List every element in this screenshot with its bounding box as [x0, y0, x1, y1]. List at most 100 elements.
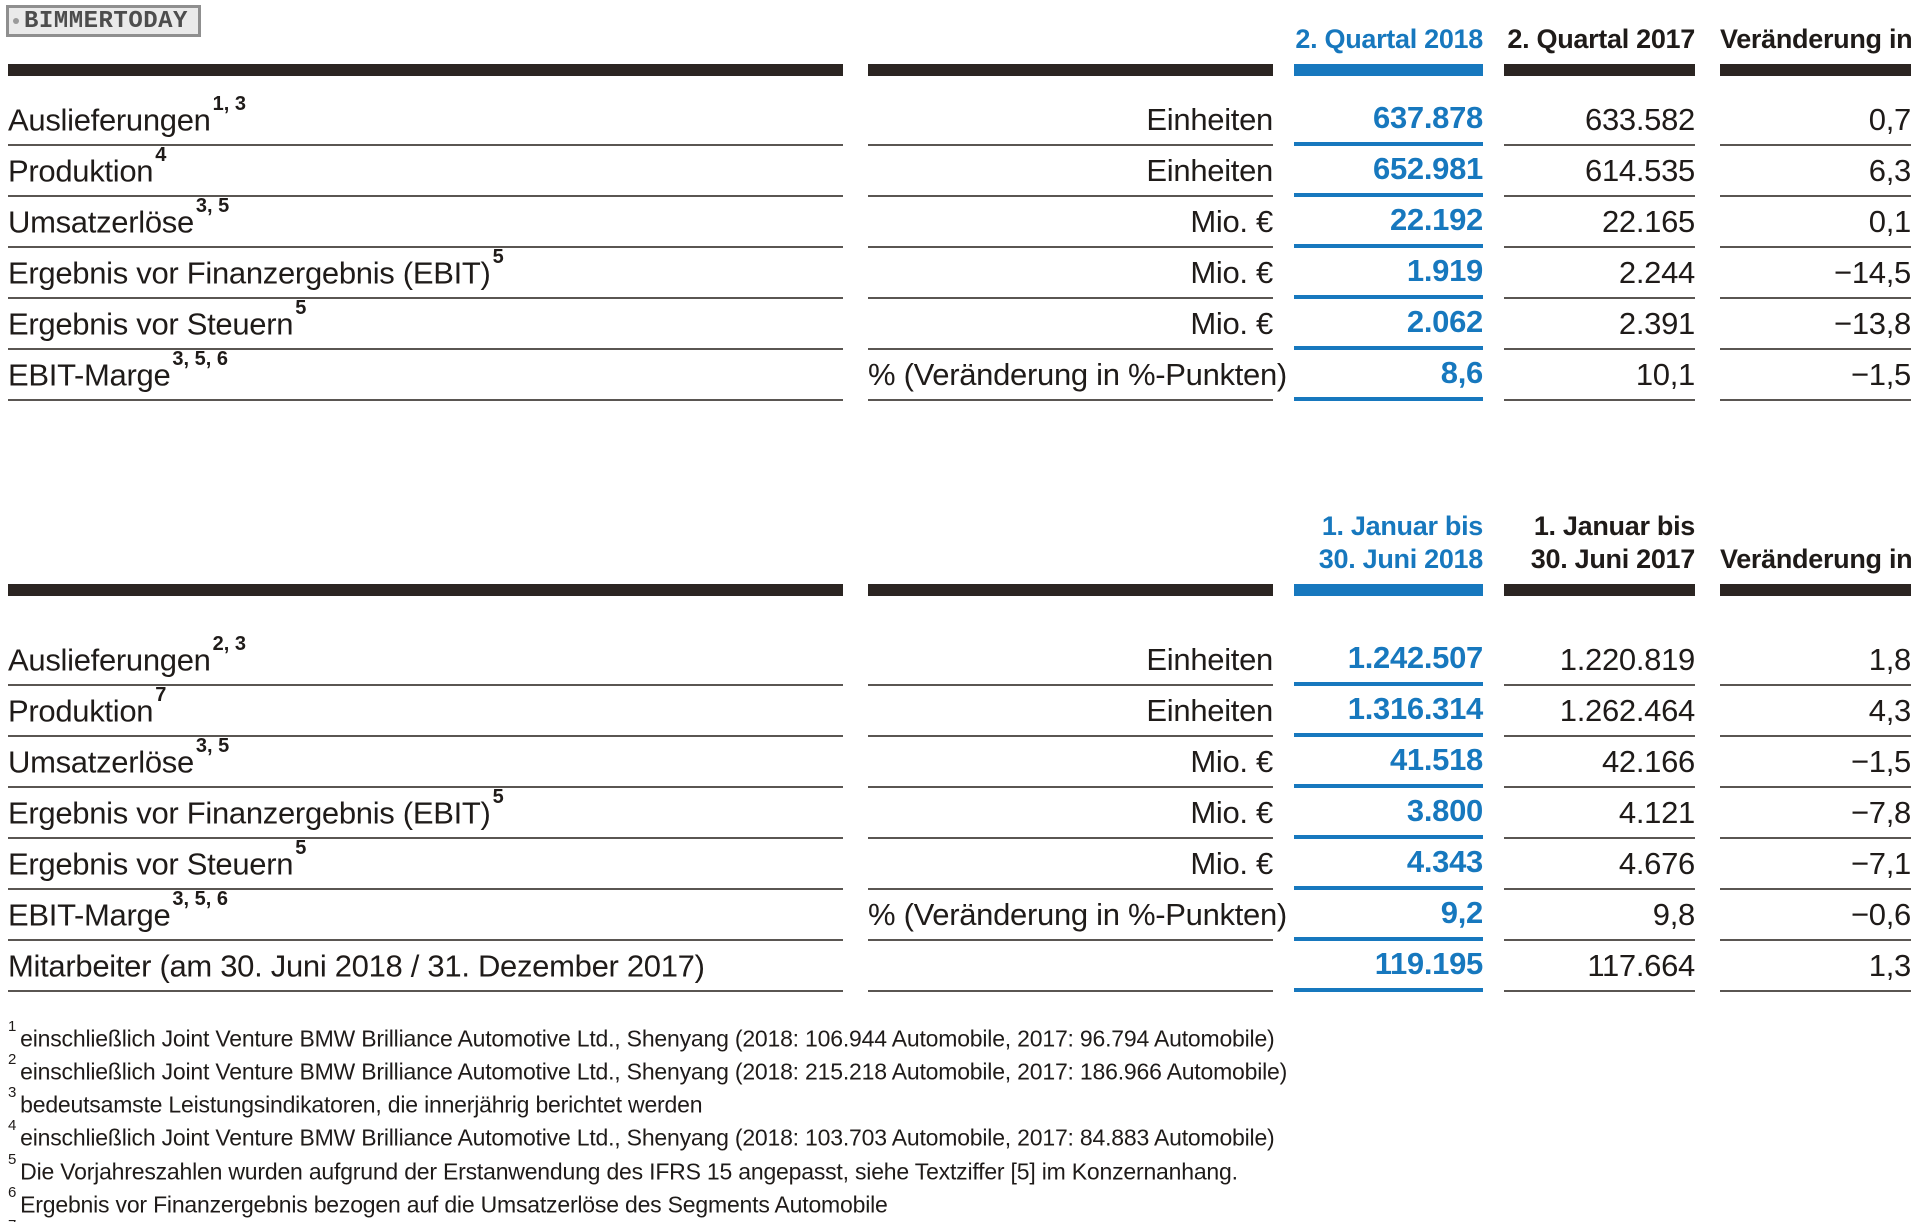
header-bar-unit-col: [868, 18, 1273, 76]
row-footnote-ref: 3, 5: [195, 194, 230, 217]
table-row: Auslieferungen 2, 3 Einheiten 1.242.507 1…: [8, 596, 1911, 686]
value-change: 6,3: [1720, 146, 1911, 197]
value-change: −0,6: [1720, 890, 1911, 941]
value-2017: 9,8: [1504, 890, 1695, 941]
footnote-sup: 1: [8, 1018, 17, 1035]
value-2018: 119.195: [1294, 941, 1483, 992]
row-footnote-ref: 4: [155, 143, 167, 166]
row-unit: Mio. €: [868, 299, 1273, 350]
footnote-item: 1 einschließlich Joint Venture BMW Brilli…: [8, 1018, 1911, 1053]
value-2017: 633.582: [1504, 76, 1695, 146]
footnote-item: 2 einschließlich Joint Venture BMW Brilli…: [8, 1051, 1911, 1086]
plate-text: BIMMERTODAY: [24, 7, 188, 35]
footnote-text: Ergebnis vor Finanzergebnis bezogen auf …: [20, 1191, 888, 1218]
table-row: Ergebnis vor Finanzergebnis (EBIT) 5 Mio.…: [8, 786, 1911, 839]
footnote-sup: 2: [8, 1051, 17, 1069]
value-2018: 41.518: [1294, 737, 1483, 788]
row-footnote-ref: 2, 3: [212, 632, 246, 655]
column-header-2017: 1. Januar bis 30. Juni 2017: [1504, 508, 1695, 596]
bimmertoday-watermark: BIMMERTODAY: [6, 5, 201, 37]
footnote-sup: 7: [8, 1217, 16, 1222]
value-change: −13,8: [1720, 299, 1911, 350]
row-label: Mitarbeiter (am 30. Juni 2018 / 31. Deze…: [8, 941, 843, 992]
table-row: EBIT-Marge 3, 5, 6 % (Veränderung in %-Pu…: [8, 347, 1911, 401]
value-2017: 42.166: [1504, 737, 1695, 788]
row-footnote-ref: 3, 5, 6: [172, 347, 228, 370]
row-unit: Einheiten: [868, 596, 1273, 686]
header-bar-label-col: [8, 508, 843, 596]
value-2018: 8,6: [1294, 350, 1483, 401]
row-unit: % (Veränderung in %-Punkten): [868, 890, 1287, 941]
row-footnote-ref: 1, 3: [212, 92, 246, 115]
value-2018: 2.062: [1294, 299, 1483, 350]
row-footnote-ref: 5: [295, 836, 307, 859]
table-row: Ergebnis vor Steuern 5 Mio. € 2.062 2.391…: [8, 297, 1911, 350]
table-row: Mitarbeiter (am 30. Juni 2018 / 31. Deze…: [8, 941, 1911, 992]
row-unit: % (Veränderung in %-Punkten): [868, 350, 1287, 401]
value-2018: 652.981: [1294, 146, 1483, 197]
row-footnote-ref: 7: [155, 683, 167, 706]
value-2018: 637.878: [1294, 76, 1483, 146]
value-change: −14,5: [1720, 248, 1911, 299]
row-unit: Mio. €: [868, 737, 1273, 788]
footnote-item: 3 bedeutsamste Leistungsindikatoren, die …: [8, 1084, 1911, 1119]
table-row: EBIT-Marge 3, 5, 6 % (Veränderung in %-Pu…: [8, 887, 1911, 941]
table-row: Produktion 4 Einheiten 652.981 614.535 6,…: [8, 143, 1911, 197]
footnotes: 1 einschließlich Joint Venture BMW Brilli…: [8, 1018, 1911, 1222]
value-change: −1,5: [1720, 737, 1911, 788]
value-2018: 9,2: [1294, 890, 1483, 941]
value-change: −7,1: [1720, 839, 1911, 890]
row-unit: Mio. €: [868, 839, 1273, 890]
value-change: 0,1: [1720, 197, 1911, 248]
table-row: Umsatzerlöse 3, 5 Mio. € 41.518 42.166 −1…: [8, 734, 1911, 788]
value-2018: 1.919: [1294, 248, 1483, 299]
column-header-change: Veränderung in %: [1720, 508, 1920, 596]
footnote-text: einschließlich Joint Venture BMW Brillia…: [20, 1125, 1275, 1152]
footnote-text: einschließlich Joint Venture BMW Brillia…: [20, 1025, 1275, 1052]
table-row: Umsatzerlöse 3, 5 Mio. € 22.192 22.165 0,…: [8, 194, 1911, 248]
value-2017: 1.262.464: [1504, 686, 1695, 737]
footnote-text: bedeutsamste Leistungsindikatoren, die i…: [20, 1091, 703, 1118]
value-change: −1,5: [1720, 350, 1911, 401]
row-label: EBIT-Marge 3, 5, 6: [8, 887, 843, 941]
value-2018: 1.316.314: [1294, 686, 1483, 737]
quarter-table-header: 2. Quartal 2018 2. Quartal 2017 Veränder…: [8, 18, 1920, 76]
footnote-item: 7einschließlich Joint Venture BMW Brilli…: [8, 1217, 1911, 1222]
row-label: Auslieferungen 1, 3: [8, 76, 843, 146]
value-2018: 22.192: [1294, 197, 1483, 248]
column-header-2018: 1. Januar bis 30. Juni 2018: [1294, 508, 1483, 596]
halfyear-table-header: 1. Januar bis 30. Juni 2018 1. Januar bi…: [8, 508, 1920, 596]
footnote-text: einschließlich Joint Venture BMW Brillia…: [20, 1058, 1288, 1085]
halfyear-table: 1. Januar bis 30. Juni 2018 1. Januar bi…: [8, 508, 1920, 992]
footnote-item: 6 Ergebnis vor Finanzergebnis bezogen auf…: [8, 1183, 1911, 1219]
row-label: Ergebnis vor Finanzergebnis (EBIT) 5: [8, 786, 843, 839]
footnote-sup: 6: [8, 1183, 17, 1201]
table-row: Auslieferungen 1, 3 Einheiten 637.878 633…: [8, 76, 1911, 146]
value-2017: 2.244: [1504, 248, 1695, 299]
header-bar-label-col: [8, 18, 843, 76]
footnote-text: Die Vorjahreszahlen wurden aufgrund der …: [20, 1158, 1238, 1185]
value-2018: 4.343: [1294, 839, 1483, 890]
value-2017: 117.664: [1504, 941, 1695, 992]
value-2017: 1.220.819: [1504, 596, 1695, 686]
footnote-item: 4 einschließlich Joint Venture BMW Brilli…: [8, 1117, 1911, 1152]
row-footnote-ref: 3, 5: [195, 734, 230, 757]
quarter-table: 2. Quartal 2018 2. Quartal 2017 Veränder…: [8, 18, 1920, 401]
column-header-2017: 2. Quartal 2017: [1504, 18, 1695, 76]
value-change: −7,8: [1720, 788, 1911, 839]
row-label: Auslieferungen 2, 3: [8, 596, 843, 686]
row-label: Ergebnis vor Steuern 5: [8, 836, 843, 890]
value-2017: 614.535: [1504, 146, 1695, 197]
value-change: 1,8: [1720, 596, 1911, 686]
row-label: Produktion 4: [8, 143, 843, 197]
table-row: Ergebnis vor Steuern 5 Mio. € 4.343 4.676…: [8, 836, 1911, 890]
value-change: 0,7: [1720, 76, 1911, 146]
row-unit: Einheiten: [868, 686, 1273, 737]
value-change: 1,3: [1720, 941, 1911, 992]
row-footnote-ref: 3, 5, 6: [172, 887, 228, 910]
row-label: Umsatzerlöse 3, 5: [8, 734, 843, 788]
value-2018: 3.800: [1294, 788, 1483, 839]
header-bar-unit-col: [868, 508, 1273, 596]
plate-bolt-icon: [13, 18, 19, 24]
value-2018: 1.242.507: [1294, 596, 1483, 686]
